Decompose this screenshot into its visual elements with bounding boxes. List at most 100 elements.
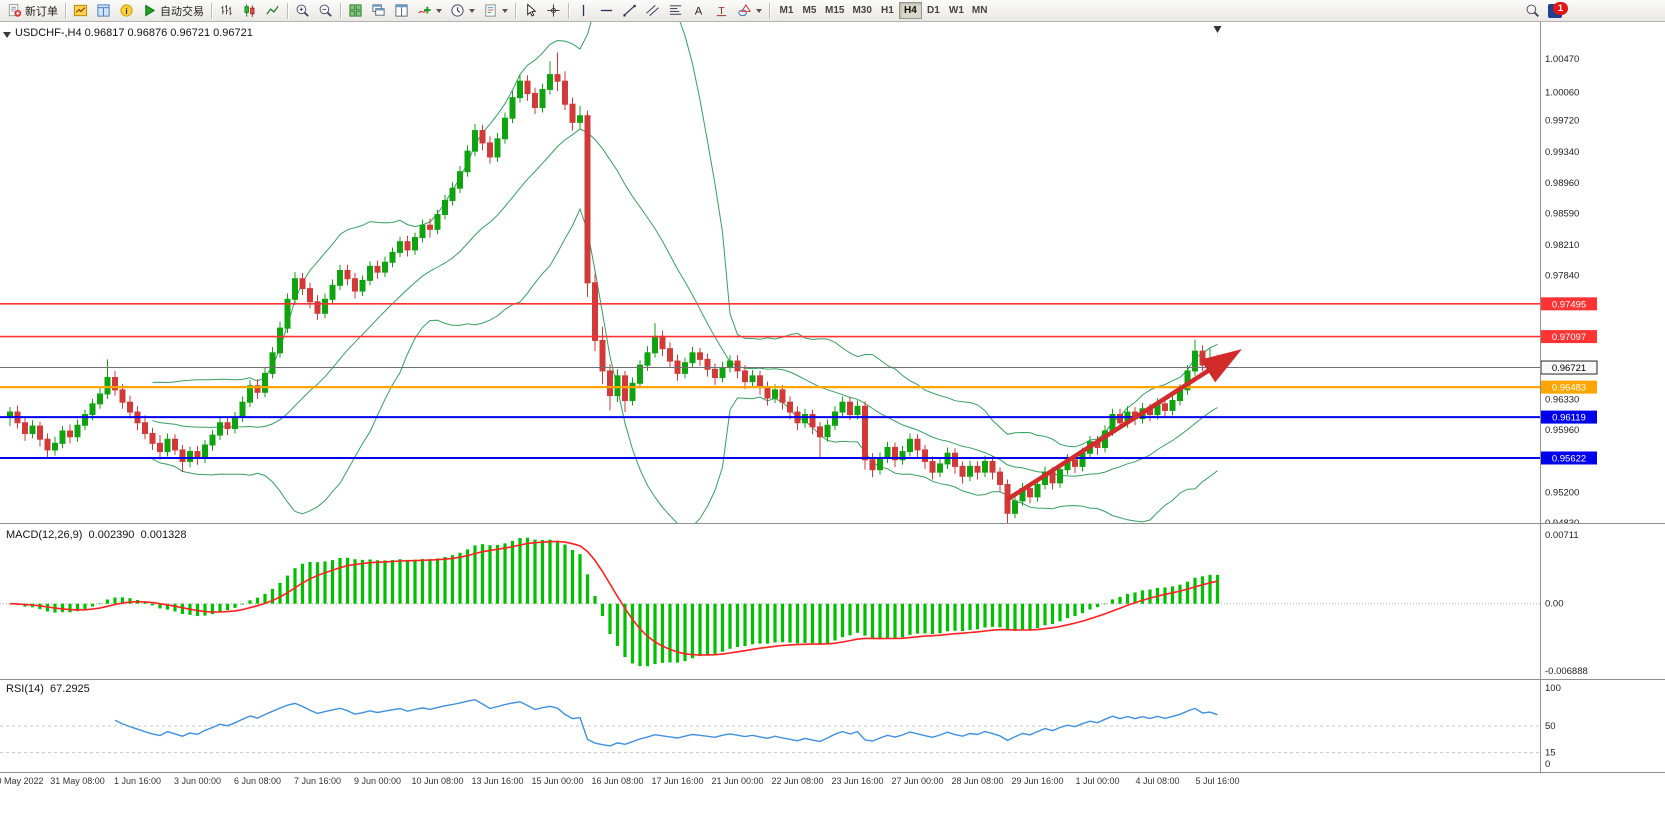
time-axis-label: 16 Jun 08:00 bbox=[591, 776, 644, 786]
price-badge: 0.97495 bbox=[1541, 297, 1597, 311]
price-axis-label: 0.94830 bbox=[1545, 518, 1579, 524]
svg-text:T: T bbox=[718, 6, 725, 17]
timeframe-button-m30[interactable]: M30 bbox=[848, 2, 875, 19]
price-axis-label: 0.99720 bbox=[1545, 116, 1579, 127]
timeframe-button-mn[interactable]: MN bbox=[968, 2, 992, 19]
zoom-in-button[interactable] bbox=[291, 1, 314, 20]
text-button[interactable]: A bbox=[687, 1, 710, 20]
toolbar: 新订单 i 自动交易 A T M1 M5 M15 M30 H1 H4 D1 W1 MN 1 bbox=[0, 0, 1665, 22]
price-axis-label: 1.00470 bbox=[1545, 54, 1579, 65]
time-axis-label: 3 Jun 00:00 bbox=[173, 776, 222, 786]
rsi-indicator-label: RSI(14) 67.2925 bbox=[6, 683, 90, 695]
rsi-axis-label: 50 bbox=[1545, 721, 1556, 732]
time-axis-label: 31 May 08:00 bbox=[50, 776, 105, 786]
timeframe-button-m1[interactable]: M1 bbox=[775, 2, 798, 19]
market-watch-icon bbox=[73, 3, 88, 18]
crosshair-icon bbox=[546, 3, 561, 18]
timeframe-button-d1[interactable]: D1 bbox=[922, 2, 945, 19]
toolbar-separator bbox=[65, 2, 66, 19]
time-axis-label: 29 Jun 16:00 bbox=[1011, 776, 1064, 786]
main-price-chart[interactable]: 0.97495 0.97097 0.96721 0.96483 0.96119 0.956… bbox=[0, 22, 1665, 524]
line-chart-button[interactable] bbox=[261, 1, 284, 20]
crosshair-button[interactable] bbox=[542, 1, 565, 20]
price-badge: 0.96119 bbox=[1541, 410, 1597, 424]
price-badge: 0.97097 bbox=[1541, 330, 1597, 344]
fibonacci-icon bbox=[668, 3, 683, 18]
market-watch-button[interactable] bbox=[69, 1, 92, 20]
trendline-button[interactable] bbox=[618, 1, 641, 20]
timeframe-button-h1[interactable]: H1 bbox=[876, 2, 899, 19]
timeframe-button-m15[interactable]: M15 bbox=[821, 2, 848, 19]
price-badge: 0.96721 bbox=[1540, 360, 1598, 375]
templates-button[interactable] bbox=[479, 1, 512, 20]
vertical-line-icon bbox=[576, 3, 591, 18]
horizontal-line-icon bbox=[599, 3, 614, 18]
tile-windows-button[interactable] bbox=[344, 1, 367, 20]
new-order-button[interactable]: 新订单 bbox=[3, 1, 62, 20]
rsi-panel-chart[interactable]: 100 50 150 bbox=[0, 680, 1665, 772]
autotrading-button[interactable]: 自动交易 bbox=[138, 1, 208, 20]
price-axis-label: 0.96330 bbox=[1545, 395, 1579, 406]
autotrading-icon bbox=[142, 3, 157, 18]
toolbar-separator bbox=[287, 2, 288, 19]
chevron-down-icon bbox=[756, 8, 762, 13]
time-axis-label: 6 Jun 08:00 bbox=[233, 776, 282, 786]
community-icon: i bbox=[119, 3, 134, 18]
svg-text:0.97495: 0.97495 bbox=[1552, 299, 1586, 310]
vertical-line-button[interactable] bbox=[572, 1, 595, 20]
search-button[interactable] bbox=[1521, 1, 1544, 20]
label-icon: T bbox=[714, 3, 729, 18]
time-axis-label: 13 Jun 16:00 bbox=[471, 776, 524, 786]
new-order-icon bbox=[7, 3, 22, 18]
arrange-windows-button[interactable] bbox=[390, 1, 413, 20]
community-button[interactable]: i bbox=[115, 1, 138, 20]
channel-icon bbox=[645, 3, 660, 18]
bar-chart-button[interactable] bbox=[215, 1, 238, 20]
cascade-windows-button[interactable] bbox=[367, 1, 390, 20]
cursor-button[interactable] bbox=[519, 1, 542, 20]
rsi-name: RSI(14) bbox=[6, 683, 44, 695]
timeframe-button-w1[interactable]: W1 bbox=[945, 2, 968, 19]
macd-axis-label: 0.00 bbox=[1545, 599, 1564, 610]
time-axis-label: 17 Jun 16:00 bbox=[651, 776, 704, 786]
zoom-in-icon bbox=[295, 3, 310, 18]
fibonacci-button[interactable] bbox=[664, 1, 687, 20]
candlestick-chart-button[interactable] bbox=[238, 1, 261, 20]
chart-shift-marker bbox=[1213, 26, 1222, 33]
chevron-down-icon bbox=[3, 32, 11, 38]
equidistant-channel-button[interactable] bbox=[641, 1, 664, 20]
periods-button[interactable] bbox=[446, 1, 479, 20]
bollinger-bands bbox=[152, 22, 1218, 524]
horizontal-line-button[interactable] bbox=[595, 1, 618, 20]
time-axis[interactable]: 30 May 2022 31 May 08:00 1 Jun 16:00 3 Jun … bbox=[0, 772, 1665, 791]
indicators-button[interactable] bbox=[413, 1, 446, 20]
notification-count-badge: 1 bbox=[1553, 1, 1568, 15]
macd-name: MACD(12,26,9) bbox=[6, 529, 83, 541]
timeframe-button-h4[interactable]: H4 bbox=[898, 2, 922, 19]
one-click-trading-arrow[interactable] bbox=[3, 29, 11, 41]
price-axis-label: 0.99340 bbox=[1545, 147, 1579, 158]
arrange-windows-icon bbox=[394, 3, 409, 18]
trendline-icon bbox=[622, 3, 637, 18]
macd-panel-chart[interactable]: 0.00711 0.00 -0.006888 bbox=[0, 524, 1665, 680]
shapes-button[interactable] bbox=[733, 1, 766, 20]
rsi-value: 67.2925 bbox=[50, 683, 90, 695]
time-axis-label: 22 Jun 08:00 bbox=[771, 776, 824, 786]
templates-icon bbox=[483, 3, 498, 18]
toolbar-separator bbox=[515, 2, 516, 19]
price-axis-label: 0.98960 bbox=[1545, 178, 1579, 189]
macd-signal-line bbox=[9, 540, 1218, 656]
timeframe-button-m5[interactable]: M5 bbox=[798, 2, 821, 19]
bar-chart-icon bbox=[219, 3, 234, 18]
chevron-down-icon bbox=[436, 8, 442, 13]
text-label-button[interactable]: T bbox=[710, 1, 733, 20]
rsi-axis-label: 0 bbox=[1545, 759, 1550, 770]
price-axis-label: 0.95960 bbox=[1545, 425, 1579, 436]
data-window-button[interactable] bbox=[92, 1, 115, 20]
price-axis-label: 0.98210 bbox=[1545, 240, 1579, 251]
new-order-label: 新订单 bbox=[25, 5, 58, 18]
zoom-out-button[interactable] bbox=[314, 1, 337, 20]
notifications-button[interactable]: 1 bbox=[1544, 1, 1568, 20]
svg-text:0.96483: 0.96483 bbox=[1552, 383, 1586, 394]
price-badge: 0.96483 bbox=[1541, 380, 1597, 394]
